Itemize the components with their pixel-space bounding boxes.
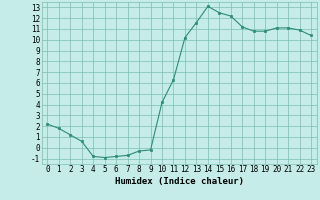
X-axis label: Humidex (Indice chaleur): Humidex (Indice chaleur) bbox=[115, 177, 244, 186]
